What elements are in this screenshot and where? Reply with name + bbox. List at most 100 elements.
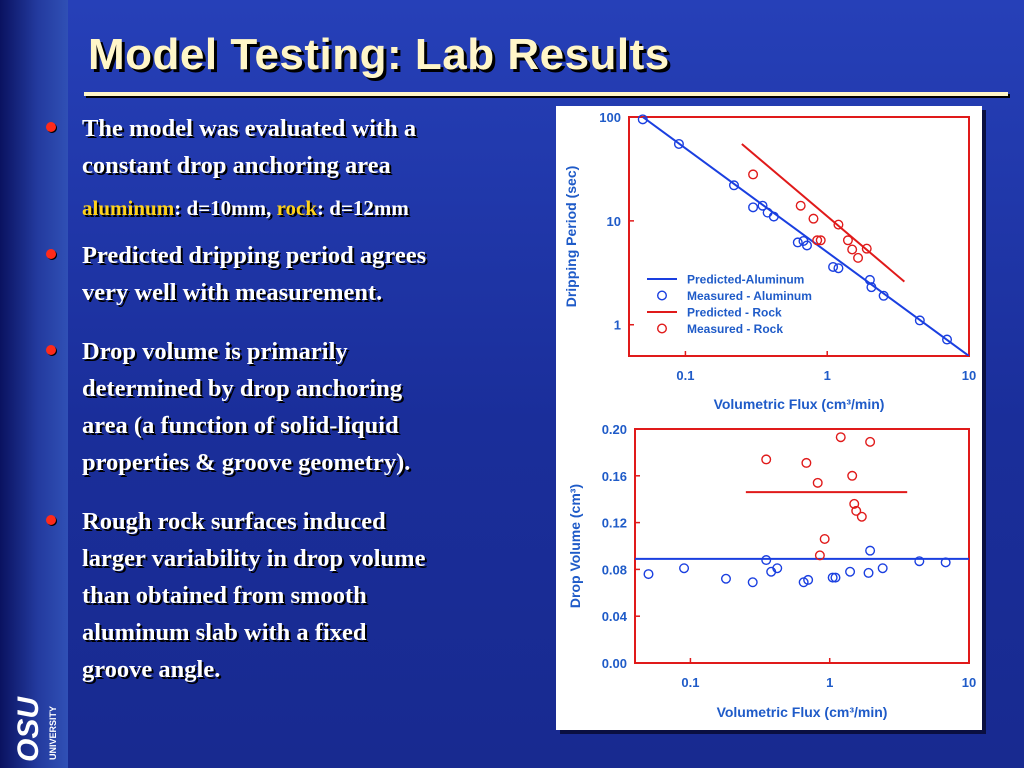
bullet-line: very well with measurement. <box>82 279 383 306</box>
plot-frame <box>628 116 970 357</box>
data-point <box>866 282 877 293</box>
y-tick-label: 0.16 <box>602 469 627 484</box>
data-point <box>877 563 888 574</box>
data-point <box>828 261 839 272</box>
y-tick-label: 10 <box>607 214 621 229</box>
bullet-dot-icon <box>46 249 56 259</box>
y-tick-label: 100 <box>599 110 621 125</box>
bullet-line: area (a function of solid-liquid <box>82 412 399 439</box>
data-point <box>914 556 925 567</box>
logo-caption: UNIVERSITY <box>48 706 58 760</box>
series-line <box>741 143 906 283</box>
data-point <box>819 533 830 544</box>
data-point <box>761 555 772 566</box>
x-tick-label: 1 <box>824 368 831 383</box>
bullet-line: properties & groove geometry). <box>82 449 411 476</box>
bullet-line: The model was evaluated with a <box>82 115 417 142</box>
data-point <box>803 574 814 585</box>
data-point <box>815 235 826 246</box>
data-point <box>849 498 860 509</box>
bullet-line: determined by drop anchoring <box>82 375 403 402</box>
title-underline <box>84 92 1008 96</box>
data-point <box>865 545 876 556</box>
series-line <box>642 117 969 356</box>
data-point <box>801 457 812 468</box>
data-point <box>812 477 823 488</box>
data-point <box>637 114 648 125</box>
data-point <box>643 569 654 580</box>
bullet-item: Predicted dripping period agrees very we… <box>40 237 535 311</box>
plot-frame <box>634 428 970 664</box>
y-axis-label: Drop Volume (cm³) <box>567 484 583 608</box>
data-point <box>748 202 759 213</box>
data-point <box>861 243 872 254</box>
chart-panel: 1 10 100 0.1 1 10 Volumetric Flux (cm³/min) Dri… <box>556 106 982 730</box>
legend-point-swatch <box>656 323 667 334</box>
y-tick-label: 1 <box>614 318 621 333</box>
data-point <box>801 240 812 251</box>
bullet-line: than obtained from smooth <box>82 582 367 609</box>
data-point <box>845 566 856 577</box>
legend-point-swatch <box>656 290 667 301</box>
data-point <box>795 200 806 211</box>
data-point <box>833 219 844 230</box>
data-point <box>728 180 739 191</box>
aluminum-label: aluminum <box>82 196 175 220</box>
data-point <box>761 454 772 465</box>
data-point <box>833 263 844 274</box>
bullet-line: groove angle. <box>82 656 221 683</box>
legend-entry: Predicted - Rock <box>687 306 782 320</box>
data-point <box>812 235 823 246</box>
x-tick-label: 1 <box>826 675 833 690</box>
data-point <box>942 334 953 345</box>
data-point <box>865 436 876 447</box>
y-tick-label: 0.12 <box>602 516 627 531</box>
left-decorative-strip <box>0 0 68 768</box>
data-point <box>768 211 779 222</box>
data-point <box>864 274 875 285</box>
rock-value: : d=12mm <box>317 196 409 220</box>
x-tick-label: 0.1 <box>676 368 694 383</box>
bullet-line: larger variability in drop volume <box>82 545 426 572</box>
bullet-item: The model was evaluated with a constant … <box>40 110 535 184</box>
rock-label: rock <box>276 196 318 220</box>
data-point <box>842 235 853 246</box>
legend-entry: Predicted-Aluminum <box>687 273 804 287</box>
data-point <box>720 573 731 584</box>
data-point <box>940 557 951 568</box>
bullet-dot-icon <box>46 122 56 132</box>
x-axis-label: Volumetric Flux (cm³/min) <box>714 396 885 412</box>
bullet-line: constant drop anchoring area <box>82 152 391 179</box>
data-point <box>835 432 846 443</box>
svg-text:OSU: OSU <box>12 696 45 762</box>
bullet-item: Drop volume is primarily determined by d… <box>40 333 535 481</box>
x-tick-label: 10 <box>962 675 976 690</box>
y-axis-label: Dripping Period (sec) <box>563 166 579 308</box>
bullet-line: aluminum slab with a fixed <box>82 619 367 646</box>
university-logo: OSU UNIVERSITY <box>12 696 58 762</box>
bullet-line: Drop volume is primarily <box>82 338 348 365</box>
data-point <box>792 237 803 248</box>
page-title: Model Testing: Lab Results <box>88 30 670 79</box>
x-tick-label: 10 <box>962 368 976 383</box>
legend-entry: Measured - Aluminum <box>687 289 812 303</box>
data-point <box>757 200 768 211</box>
data-point <box>814 550 825 561</box>
data-point <box>830 572 841 583</box>
data-point <box>748 169 759 180</box>
data-point <box>856 511 867 522</box>
y-tick-label: 0.00 <box>602 656 627 671</box>
bullet-dot-icon <box>46 345 56 355</box>
x-tick-label: 0.1 <box>681 675 699 690</box>
bullet-list: The model was evaluated with a constant … <box>40 110 535 688</box>
aluminum-value: : d=10mm, <box>174 196 277 220</box>
y-tick-label: 0.04 <box>602 609 628 624</box>
charts-svg: 1 10 100 0.1 1 10 Volumetric Flux (cm³/min) Dri… <box>563 110 976 720</box>
y-tick-label: 0.20 <box>602 422 627 437</box>
bullet-item: Rough rock surfaces induced larger varia… <box>40 503 535 688</box>
data-point <box>673 138 684 149</box>
data-point <box>853 252 864 263</box>
sub-line-diameters: aluminum: d=10mm, rock: d=12mm <box>40 196 535 221</box>
data-point <box>863 567 874 578</box>
